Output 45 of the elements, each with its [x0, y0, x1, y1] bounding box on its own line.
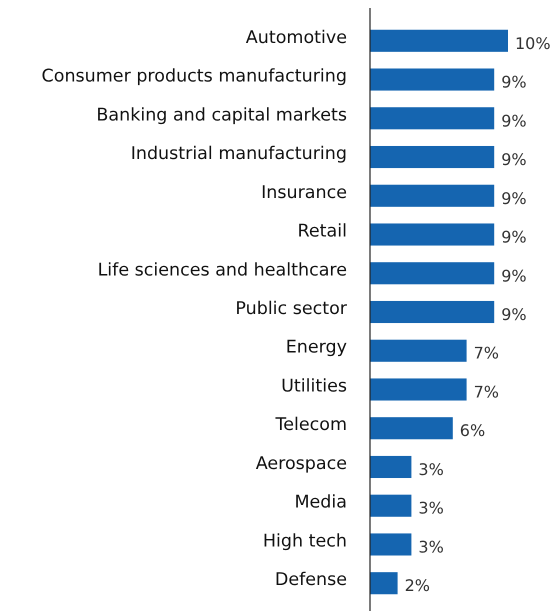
y-tick-label: Consumer products manufacturing: [42, 66, 347, 87]
y-tick-label: Utilities: [281, 376, 347, 396]
bar: [370, 340, 467, 362]
bar: [370, 146, 494, 168]
data-label: 2%: [404, 576, 430, 596]
bar: [370, 184, 494, 207]
data-label: 9%: [501, 188, 527, 208]
y-tick-label: Telecom: [274, 415, 347, 436]
data-label: 9%: [501, 72, 527, 92]
bar: [370, 107, 494, 130]
data-label: 9%: [501, 266, 527, 286]
bar: [370, 223, 494, 246]
bar: [370, 494, 412, 517]
y-tick-label: High tech: [262, 531, 347, 552]
data-label: 3%: [418, 537, 444, 556]
bar: [370, 456, 412, 478]
y-tick-label: Insurance: [261, 182, 347, 203]
y-tick-label: Industrial manufacturing: [130, 144, 347, 164]
data-label: 3%: [418, 460, 444, 479]
data-label: 7%: [474, 382, 499, 402]
y-tick-label: Defense: [274, 570, 347, 590]
data-label: 7%: [474, 344, 499, 363]
y-tick-label: Media: [294, 492, 347, 513]
y-tick-label: Banking and capital markets: [96, 105, 347, 126]
y-tick-label: Life sciences and healthcare: [98, 260, 347, 280]
bar: [370, 262, 494, 284]
data-label: 10%: [515, 34, 551, 53]
data-label: 9%: [501, 305, 527, 324]
bar: [370, 417, 453, 440]
data-label: 6%: [460, 421, 486, 440]
bar: [370, 378, 467, 401]
data-label: 9%: [501, 228, 527, 247]
data-label: 3%: [418, 498, 444, 518]
data-label: 9%: [501, 150, 527, 170]
y-tick-label: Retail: [298, 222, 347, 242]
y-tick-label: Automotive: [246, 28, 347, 48]
bar: [370, 300, 494, 324]
bar: [370, 533, 412, 556]
y-tick-label: Aerospace: [256, 454, 347, 474]
bar: [370, 30, 508, 52]
bar: [370, 572, 398, 594]
y-tick-label: Public sector: [235, 299, 348, 319]
data-label: 9%: [501, 111, 527, 130]
bar: [370, 68, 494, 91]
y-tick-label: Energy: [286, 338, 347, 358]
